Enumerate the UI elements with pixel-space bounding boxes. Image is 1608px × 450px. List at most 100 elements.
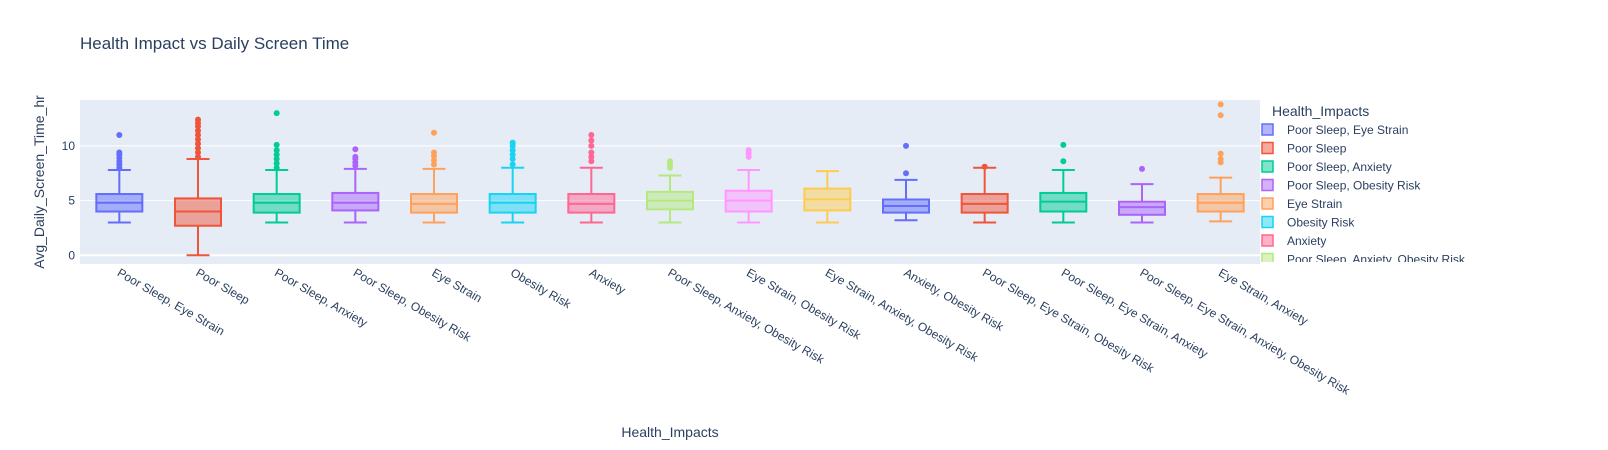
outlier-point [981, 163, 988, 170]
legend-label: Anxiety [1287, 234, 1326, 248]
legend-swatch [1261, 252, 1274, 262]
box-series [1118, 165, 1166, 224]
legend-swatch [1262, 272, 1273, 283]
outlier-point [273, 151, 280, 158]
legend-item: Eye Strain [1261, 197, 1342, 211]
legend-item: Eye Strain, Obesity Risk [1262, 271, 1417, 285]
legend-label: Poor Sleep, Anxiety [1287, 160, 1392, 174]
x-tick-label: Poor Sleep, Anxiety, Obesity Risk [666, 265, 828, 367]
legend-item: Obesity Risk [1261, 215, 1355, 230]
outlier-point [273, 110, 280, 117]
box-series [95, 131, 144, 224]
outlier-point [588, 158, 595, 165]
outlier-point [273, 141, 280, 148]
x-tick-label: Poor Sleep [194, 265, 253, 307]
outlier-point [431, 149, 437, 156]
outlier-point [195, 136, 201, 143]
outlier-point [195, 131, 201, 138]
outlier-point [509, 161, 516, 168]
outlier-point [195, 140, 201, 147]
outlier-point [195, 116, 201, 123]
chart-title: Health Impact vs Daily Screen Time [80, 34, 349, 53]
outlier-point [667, 158, 673, 165]
legend-item: Poor Sleep [1261, 141, 1347, 156]
box-series [1039, 141, 1088, 224]
outlier-point [431, 161, 437, 168]
legend-label: Poor Sleep, Anxiety, Obesity Risk [1287, 253, 1466, 267]
outlier-point [903, 142, 909, 149]
outlier-point [1217, 101, 1224, 108]
legend-swatch [1261, 141, 1274, 155]
outlier-point [1139, 165, 1145, 172]
legend-label: Poor Sleep, Obesity Risk [1287, 179, 1421, 193]
x-tick-label: Eye Strain, Anxiety, Obesity Risk [823, 265, 981, 365]
legend-swatch [1261, 197, 1274, 210]
outlier-point [509, 147, 516, 154]
legend-swatch [1262, 309, 1273, 320]
y-tick-labels: 0 5 10 [62, 139, 76, 262]
legend-item: Poor Sleep, Eye Strain [1261, 123, 1408, 137]
box-series [488, 139, 537, 224]
legend-swatch [1261, 234, 1274, 247]
outlier-point [1060, 141, 1067, 148]
box-series [331, 146, 380, 224]
outlier-point [431, 157, 437, 164]
outlier-point [588, 137, 595, 144]
box-series [174, 116, 222, 257]
outlier-point [588, 131, 595, 138]
box-iqr [1118, 200, 1166, 216]
outlier-point [509, 139, 516, 146]
outlier-point [1217, 150, 1224, 157]
legend-swatch [1261, 215, 1274, 229]
legend-label: Eye Strain, Anxiety, Obesity Risk [1287, 290, 1462, 304]
legend-label: Poor Sleep [1287, 142, 1347, 156]
y-axis-title: Avg_Daily_Screen_Time_hr [31, 95, 47, 269]
legend-swatch [1261, 160, 1274, 173]
y-tick-label: 10 [62, 139, 76, 153]
legend-item: Anxiety [1261, 234, 1326, 248]
box-iqr [331, 191, 380, 212]
box-series [410, 129, 458, 224]
box-series [1196, 101, 1245, 223]
legend-item: Poor Sleep, Anxiety [1261, 160, 1392, 174]
box-series [960, 163, 1009, 224]
outlier-point [588, 142, 595, 149]
x-tick-label: Eye Strain [430, 265, 485, 305]
outlier-point [1060, 158, 1067, 165]
box-series [252, 110, 301, 224]
outlier-point [903, 170, 909, 177]
x-tick-label: Poor Sleep, Eye Strain, Anxiety [1059, 265, 1210, 361]
legend-item: Poor Sleep, Anxiety, Obesity Risk [1261, 252, 1466, 267]
legend-label: Eye Strain, Obesity Risk [1287, 271, 1417, 285]
outlier-point [745, 147, 752, 154]
outlier-point [273, 160, 280, 167]
legend-item: Poor Sleep, Eye Strain, Obesity Risk [1262, 327, 1483, 341]
outlier-point [1217, 156, 1224, 163]
outlier-point [195, 145, 201, 152]
outlier-point [116, 149, 123, 156]
outlier-point [273, 147, 280, 154]
box-series [567, 131, 616, 224]
legend-items: Poor Sleep, Eye Strain Poor Sleep Poor Sle… [1261, 123, 1483, 359]
outlier-point [195, 153, 201, 160]
legend-swatch [1261, 178, 1274, 192]
legend-label: Obesity Risk [1287, 216, 1355, 230]
box-series [646, 158, 694, 224]
outlier-point [116, 131, 123, 138]
outlier-point [509, 151, 516, 158]
y-tick-label: 5 [68, 194, 75, 208]
x-tick-label: Obesity Risk [508, 265, 574, 311]
legend-label: Poor Sleep, Eye Strain, Anxiety [1287, 345, 1454, 359]
outlier-point [588, 149, 595, 156]
x-axis-title: Health_Impacts [621, 424, 718, 440]
legend-label: Poor Sleep, Eye Strain [1287, 123, 1408, 137]
legend-title: Health_Impacts [1272, 103, 1369, 119]
box-series [803, 170, 852, 224]
outlier-point [352, 146, 359, 153]
legend-label: Eye Strain [1287, 197, 1342, 211]
legend: Health_Impacts Poor Sleep, Eye StrainPoo… [1261, 103, 1483, 359]
outlier-point [195, 149, 201, 156]
legend-swatch [1261, 123, 1274, 136]
outlier-point [431, 129, 437, 136]
